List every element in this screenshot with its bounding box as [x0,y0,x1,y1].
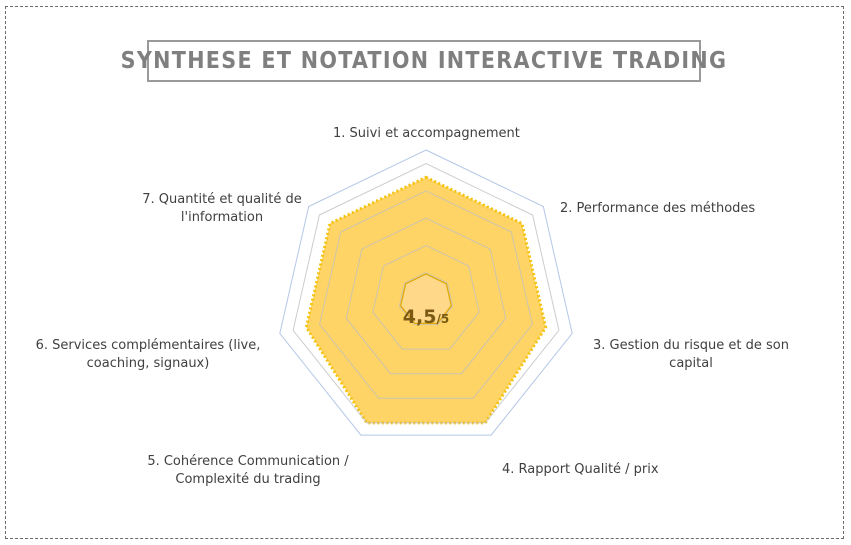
axis-label-7-line-2: l'information [180,210,264,225]
grid-ring-4 [319,190,533,399]
chart-frame [5,6,844,539]
radar-outer-ring [279,149,573,436]
axis-label-3-line-1: 3. Gestion du risque et de son [593,338,789,353]
axis-label-4-line-1: 4. Rapport Qualité / prix [502,462,659,477]
score-value: 4,5 [402,306,437,328]
score-heptagon [400,273,452,324]
grid-ring-1 [398,272,454,326]
axis-label-5-line-2: Complexité du trading [175,472,321,487]
score-badge: 4,5/5 [401,300,451,334]
axis-label-2: 2. Performance des méthodes [560,200,755,218]
axis-label-3-line-2: capital [669,356,713,371]
axis-label-4: 4. Rapport Qualité / prix [502,461,659,479]
axis-label-6: 6. Services complémentaires (live, coachi… [24,337,272,373]
axis-label-7-line-1: 7. Quantité et qualité de [142,192,302,207]
grid-ring-5 [292,163,560,424]
axis-label-1: 1. Suivi et accompagnement [333,125,520,143]
axis-label-5-line-1: 5. Cohérence Communication / [147,454,349,469]
chart-title-box: SYNTHESE ET NOTATION INTERACTIVE TRADING [121,40,726,82]
axis-label-1-line-1: 1. Suivi et accompagnement [333,126,520,141]
axis-label-6-line-1: 6. Services complémentaires (live, [35,338,261,353]
axis-label-7: 7. Quantité et qualité de l'information [124,191,320,227]
axis-label-3: 3. Gestion du risque et de son capital [583,337,799,373]
axis-label-6-line-2: coaching, signaux) [86,356,210,371]
grid-ring-3 [345,217,507,375]
score-suffix: /5 [436,312,450,326]
chart-title: SYNTHESE ET NOTATION INTERACTIVE TRADING [120,48,728,74]
grid-ring-2 [372,244,480,350]
axis-label-2-line-1: 2. Performance des méthodes [560,201,756,216]
axis-label-5: 5. Cohérence Communication / Complexité d… [140,453,356,489]
